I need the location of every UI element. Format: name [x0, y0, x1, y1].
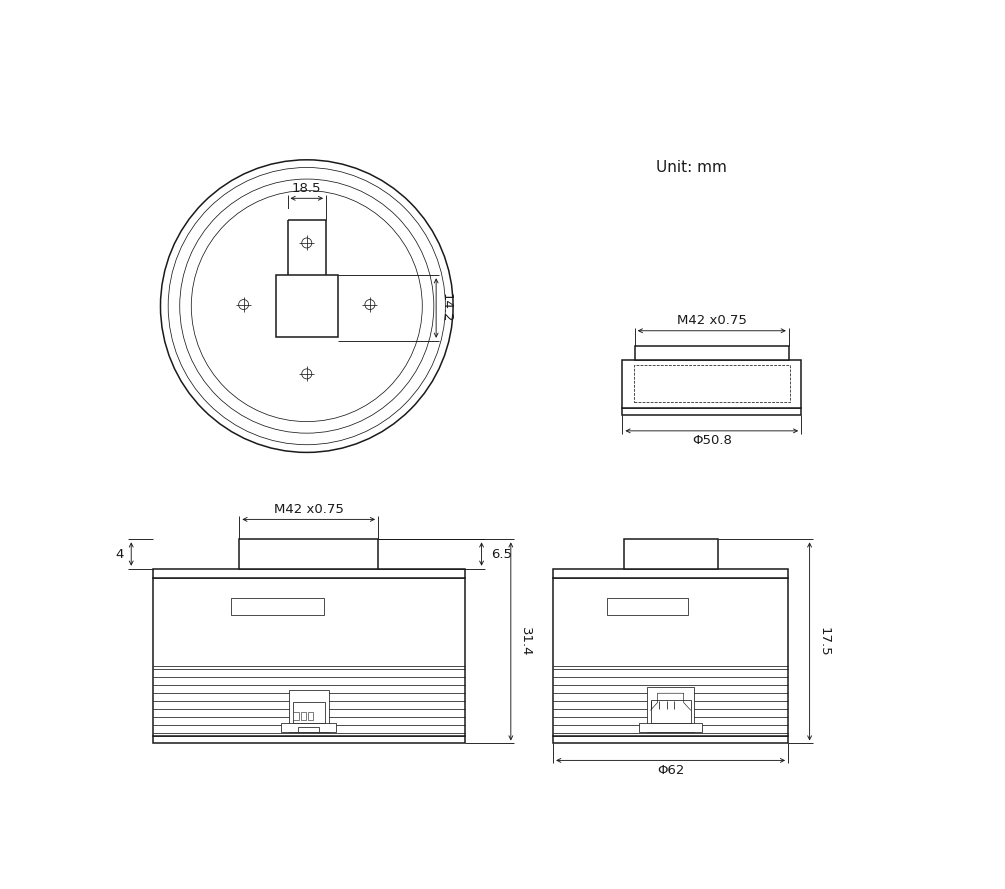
Bar: [622, 408, 801, 415]
Bar: [288, 690, 329, 732]
Text: Φ50.8: Φ50.8: [691, 435, 732, 447]
Bar: [634, 365, 790, 403]
Bar: [292, 702, 325, 723]
Bar: [239, 540, 378, 569]
Text: 14.2: 14.2: [440, 293, 453, 323]
Bar: [153, 578, 464, 736]
Text: 6.5: 6.5: [490, 548, 512, 561]
Bar: [153, 736, 464, 743]
Text: 4: 4: [116, 548, 124, 561]
Bar: [553, 736, 788, 743]
Bar: [287, 209, 326, 276]
Bar: [622, 360, 801, 408]
Text: M42 x0.75: M42 x0.75: [273, 503, 344, 516]
Bar: [553, 578, 788, 736]
Bar: [308, 712, 314, 719]
Text: 18.5: 18.5: [292, 181, 322, 195]
Bar: [153, 569, 464, 578]
Bar: [607, 598, 687, 615]
Bar: [624, 540, 718, 569]
Text: Φ62: Φ62: [657, 764, 684, 777]
Text: M42 x0.75: M42 x0.75: [676, 314, 747, 327]
Bar: [300, 712, 306, 719]
Bar: [276, 276, 338, 337]
Bar: [639, 723, 702, 732]
Text: 17.5: 17.5: [818, 627, 831, 656]
Bar: [293, 712, 298, 719]
Bar: [553, 569, 788, 578]
Text: 31.4: 31.4: [520, 627, 533, 656]
Bar: [647, 687, 694, 732]
Bar: [297, 727, 320, 732]
Text: Unit: mm: Unit: mm: [655, 160, 727, 175]
Bar: [650, 700, 690, 723]
Bar: [281, 723, 337, 732]
Bar: [231, 598, 324, 615]
Bar: [635, 346, 789, 360]
